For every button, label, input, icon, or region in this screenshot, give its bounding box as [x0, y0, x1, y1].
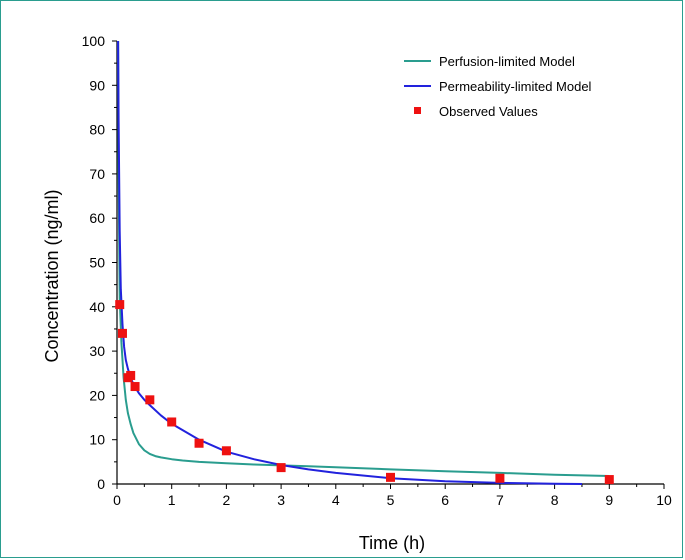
observed-point	[604, 475, 614, 485]
series-line-1	[117, 40, 583, 485]
y-tick-label: 80	[89, 122, 105, 138]
observed-point	[145, 395, 155, 405]
y-axis-label: Concentration (ng/ml)	[42, 189, 62, 362]
series-layer	[115, 40, 614, 485]
series-line-0	[117, 40, 610, 477]
y-tick-label: 70	[89, 166, 105, 182]
y-tick-label: 40	[89, 299, 105, 315]
y-tick-label: 30	[89, 343, 105, 359]
observed-point	[126, 370, 136, 380]
observed-point	[130, 382, 140, 392]
observed-point	[221, 446, 231, 456]
y-tick-label: 100	[82, 33, 106, 49]
axes	[116, 41, 664, 485]
observed-point	[495, 473, 505, 483]
y-tick-label: 20	[89, 387, 105, 403]
y-ticks: 0 10 20 30 40 50 60 70 80 90 100	[82, 33, 117, 492]
x-tick-label: 3	[277, 492, 285, 508]
x-axis-label: Time (h)	[359, 533, 425, 553]
x-tick-label: 9	[605, 492, 613, 508]
observed-point	[386, 472, 395, 482]
x-tick-label: 10	[656, 492, 672, 508]
x-tick-label: 1	[168, 492, 176, 508]
y-tick-label: 50	[89, 255, 105, 271]
legend-label-permeability: Permeability-limited Model	[439, 79, 592, 94]
x-tick-label: 6	[441, 492, 449, 508]
y-tick-label: 60	[89, 210, 105, 226]
y-tick-label: 0	[97, 476, 105, 492]
legend-swatch-observed	[414, 107, 421, 114]
y-tick-label: 90	[89, 77, 105, 93]
x-tick-label: 5	[387, 492, 395, 508]
legend-label-observed: Observed Values	[439, 104, 538, 119]
x-ticks: 0 1 2 3 4 5 6 7 8 9 10	[113, 484, 672, 508]
observed-point	[115, 300, 125, 310]
observed-point	[167, 417, 177, 427]
x-tick-label: 0	[113, 492, 121, 508]
x-tick-label: 8	[551, 492, 559, 508]
x-tick-label: 4	[332, 492, 340, 508]
x-tick-label: 2	[223, 492, 231, 508]
observed-point	[276, 463, 286, 473]
observed-point	[194, 438, 204, 448]
legend: Perfusion-limited Model Permeability-lim…	[404, 54, 592, 119]
y-tick-label: 10	[89, 432, 105, 448]
legend-label-perfusion: Perfusion-limited Model	[439, 54, 575, 69]
x-tick-label: 7	[496, 492, 504, 508]
observed-point	[117, 328, 127, 338]
